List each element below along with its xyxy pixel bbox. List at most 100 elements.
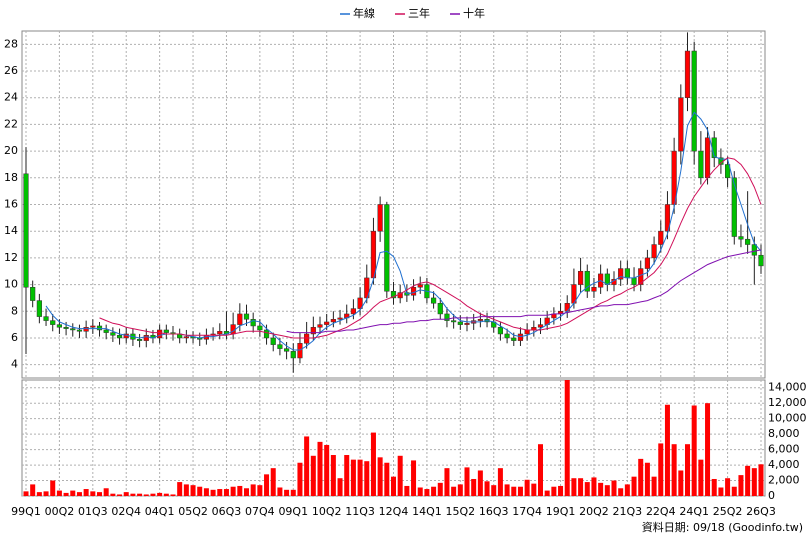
- volume-bar: [330, 455, 336, 496]
- volume-bar: [243, 488, 250, 496]
- volume-bar: [137, 493, 143, 496]
- x-tick-label: 00Q2: [45, 505, 75, 518]
- x-tick-label: 19Q1: [546, 505, 576, 518]
- x-tick-label: 24Q1: [679, 505, 709, 518]
- candle-body: [704, 137, 711, 179]
- candle-body: [745, 238, 751, 245]
- volume-bar: [117, 494, 123, 496]
- volume-bar: [511, 486, 517, 496]
- candle-body: [116, 335, 123, 339]
- volume-bar: [611, 480, 617, 496]
- candle-body: [684, 50, 691, 98]
- volume-bar: [83, 489, 89, 496]
- y-tick-label: 18: [4, 171, 18, 184]
- volume-bar: [177, 482, 183, 496]
- volume-bar: [203, 488, 209, 496]
- candle-body: [664, 204, 671, 232]
- volume-bar: [651, 476, 657, 496]
- candle-body: [658, 230, 664, 245]
- candle-body: [30, 286, 36, 301]
- candle-body: [511, 337, 517, 341]
- volume-bar: [537, 444, 544, 496]
- volume-bar: [390, 476, 397, 496]
- volume-bar: [758, 464, 764, 496]
- volume-bar: [691, 405, 697, 496]
- volume-bar: [457, 484, 463, 496]
- x-tick-label: 25Q2: [713, 505, 743, 518]
- volume-bar: [471, 478, 477, 496]
- candle-body: [357, 297, 363, 309]
- candle-body: [36, 300, 42, 317]
- candle-body: [731, 177, 737, 237]
- volume-bar: [738, 475, 744, 496]
- volume-bar: [551, 486, 557, 496]
- candle-body: [230, 324, 236, 335]
- volume-bar: [404, 485, 410, 496]
- volume-bar: [624, 484, 630, 496]
- volume-bar: [364, 461, 370, 496]
- y-tick-label: 10: [4, 278, 18, 291]
- x-tick-label: 21Q3: [613, 505, 643, 518]
- candle-body: [290, 351, 296, 359]
- candle-body: [437, 303, 443, 315]
- candle-body: [410, 286, 417, 296]
- volume-bar: [745, 465, 751, 496]
- volume-bar: [163, 493, 169, 496]
- x-tick-label: 05Q2: [178, 505, 208, 518]
- volume-bar: [43, 491, 49, 496]
- volume-bar: [604, 485, 610, 496]
- volume-bar: [350, 459, 356, 496]
- candle-body: [451, 320, 457, 323]
- volume-bar: [504, 484, 510, 496]
- candle-body: [591, 286, 597, 292]
- x-tick-label: 17Q4: [512, 505, 542, 518]
- volume-bar: [23, 491, 29, 496]
- candle-body: [504, 333, 510, 339]
- volume-bar: [90, 491, 96, 496]
- y-tick-label: 12: [4, 251, 18, 264]
- y-tick-label: 6: [11, 331, 18, 344]
- volume-bar: [437, 482, 443, 496]
- candle-body: [618, 268, 624, 280]
- y2-tick-label: 8,000: [768, 427, 800, 440]
- candle-body: [183, 336, 189, 339]
- volume-bar: [70, 490, 76, 496]
- y2-tick-label: 6,000: [768, 443, 800, 456]
- x-tick-label: 10Q2: [312, 505, 342, 518]
- volume-bar: [157, 492, 163, 496]
- candle-body: [257, 325, 263, 331]
- legend-label: 三年: [408, 6, 430, 20]
- candle-body: [83, 327, 89, 332]
- volume-bar: [497, 468, 503, 496]
- candle-body: [578, 270, 584, 285]
- candle-body: [324, 321, 330, 325]
- volume-bar: [337, 478, 343, 496]
- volume-bar: [250, 484, 256, 496]
- candle-body: [250, 319, 256, 327]
- volume-bar: [297, 462, 303, 496]
- volume-bar: [270, 468, 276, 496]
- volume-bar: [76, 492, 82, 496]
- candle-body: [304, 333, 310, 344]
- volume-bar: [63, 492, 69, 496]
- volume-bar: [417, 487, 423, 496]
- volume-bar: [584, 482, 590, 496]
- x-tick-label: 04Q1: [145, 505, 175, 518]
- volume-bar: [143, 494, 149, 496]
- y2-tick-label: 0: [768, 489, 775, 502]
- candle-body: [644, 257, 650, 269]
- y2-tick-label: 12,000: [768, 396, 807, 409]
- volume-bar: [638, 458, 644, 496]
- candle-body: [604, 273, 610, 285]
- candle-body: [270, 337, 276, 345]
- candle-body: [464, 323, 470, 325]
- volume-bar: [357, 459, 363, 496]
- candle-body: [237, 313, 243, 325]
- candle-body: [317, 324, 323, 328]
- volume-bar: [725, 478, 731, 496]
- volume-bar: [50, 480, 56, 496]
- volume-bar: [431, 486, 437, 496]
- y2-tick-label: 14,000: [768, 381, 807, 394]
- volume-bar: [571, 478, 577, 496]
